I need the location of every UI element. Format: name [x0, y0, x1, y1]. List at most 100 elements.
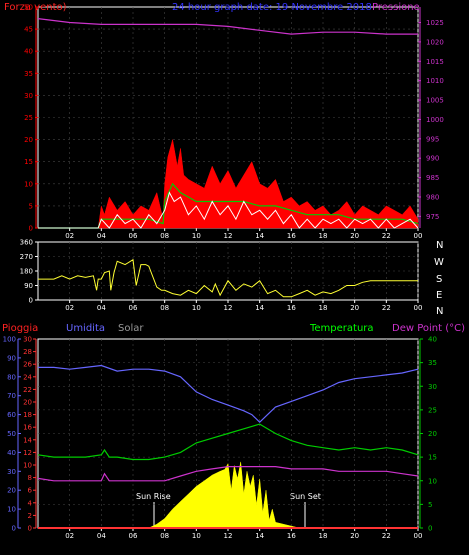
direction-label-n-top: N: [436, 240, 443, 251]
x-tick-label: 04: [97, 304, 106, 312]
rain-tick-label: 30: [23, 336, 32, 344]
humidity-tick-label: 70: [7, 392, 16, 400]
x-tick-label: 02: [65, 232, 74, 240]
y-tick-label: 270: [20, 253, 33, 261]
rain-tick-label: 22: [23, 386, 32, 394]
x-tick-label: 02: [65, 304, 74, 312]
y-left-tick-label: 30: [24, 92, 33, 100]
x-tick-label: 14: [255, 532, 264, 540]
y-right-tick-label: 995: [426, 135, 439, 143]
direction-label-e: E: [436, 290, 442, 301]
humidity-tick-label: 80: [7, 373, 16, 381]
y-left-tick-label: 10: [24, 180, 33, 188]
solar-label: Solar: [118, 323, 144, 334]
y-left-tick-label: 50: [24, 4, 33, 12]
temperature-tick-label: 15: [428, 454, 437, 462]
rain-tick-label: 2: [28, 512, 32, 520]
rain-tick-label: 4: [28, 499, 33, 507]
temperature-tick-label: 5: [428, 501, 432, 509]
x-tick-label: 10: [192, 232, 201, 240]
rain-label: Pioggia: [2, 323, 38, 334]
x-tick-label: 10: [192, 532, 201, 540]
y-right-tick-label: 1015: [426, 58, 444, 66]
temperature-line: [37, 423, 419, 461]
y-right-tick-label: 1025: [426, 19, 444, 27]
humidity-tick-label: 40: [7, 449, 16, 457]
y-left-tick-label: 45: [24, 26, 33, 34]
temperature-tick-label: 20: [428, 430, 437, 438]
direction-label-n-bottom: N: [436, 306, 443, 317]
chart-marks: 0510152025303540455097598098599099510001…: [3, 4, 444, 541]
rain-tick-label: 18: [23, 411, 32, 419]
x-tick-label: 20: [350, 532, 359, 540]
x-tick-label: 20: [350, 304, 359, 312]
temperature-label: Temperatura: [309, 323, 374, 334]
y-tick-label: 0: [29, 297, 33, 305]
solar-area: [148, 461, 300, 529]
humidity-tick-label: 0: [12, 525, 16, 533]
direction-label-w: W: [434, 257, 444, 268]
temperature-tick-label: 10: [428, 477, 437, 485]
y-right-tick-label: 1000: [426, 116, 444, 124]
x-tick-label: 22: [382, 232, 391, 240]
y-right-tick-label: 980: [426, 193, 439, 201]
rain-tick-label: 26: [23, 361, 32, 369]
y-left-tick-label: 5: [29, 202, 33, 210]
x-tick-label: 04: [97, 532, 106, 540]
x-tick-label: 16: [287, 532, 296, 540]
y-left-tick-label: 40: [24, 48, 33, 56]
y-right-tick-label: 975: [426, 213, 439, 221]
humidity-tick-label: 30: [7, 468, 16, 476]
temperature-tick-label: 40: [428, 336, 437, 344]
x-tick-label: 14: [255, 304, 264, 312]
x-tick-label: 12: [224, 304, 233, 312]
y-right-tick-label: 1005: [426, 97, 444, 105]
y-right-tick-label: 990: [426, 155, 439, 163]
direction-label-s: S: [436, 274, 442, 285]
y-left-tick-label: 25: [24, 114, 33, 122]
rain-tick-label: 12: [23, 449, 32, 457]
x-tick-label: 04: [97, 232, 106, 240]
temperature-tick-label: 25: [428, 406, 437, 414]
y-left-tick-label: 20: [24, 136, 33, 144]
x-tick-label: 02: [65, 532, 74, 540]
x-tick-label: 06: [129, 232, 138, 240]
y-tick-label: 90: [24, 282, 33, 290]
humidity-label: Umidita: [66, 323, 105, 334]
x-tick-label: 20: [350, 232, 359, 240]
humidity-tick-label: 10: [7, 506, 16, 514]
rain-tick-label: 16: [23, 424, 32, 432]
temperature-tick-label: 30: [428, 383, 437, 391]
x-tick-label: 00: [414, 232, 423, 240]
x-tick-label: 06: [129, 532, 138, 540]
rain-tick-label: 14: [23, 436, 32, 444]
x-tick-label: 16: [287, 232, 296, 240]
x-tick-label: 10: [192, 304, 201, 312]
x-tick-label: 00: [414, 532, 423, 540]
temperature-tick-label: 35: [428, 359, 437, 367]
rain-tick-label: 28: [23, 348, 32, 356]
x-tick-label: 00: [414, 304, 423, 312]
x-tick-label: 18: [319, 232, 328, 240]
dew-point-line: [37, 466, 419, 482]
y-tick-label: 360: [20, 239, 33, 247]
y-tick-label: 180: [20, 268, 33, 276]
humidity-line: [38, 364, 419, 424]
temperature-tick-label: 0: [428, 525, 432, 533]
wind-avg-line: [38, 182, 419, 229]
x-tick-label: 08: [160, 532, 169, 540]
humidity-tick-label: 50: [7, 430, 16, 438]
y-left-tick-label: 35: [24, 70, 33, 78]
rain-tick-label: 8: [28, 474, 32, 482]
x-tick-label: 08: [160, 232, 169, 240]
dew-point-label: Dew Point (°C): [392, 323, 465, 334]
wind-speed-line: [38, 191, 419, 229]
y-right-tick-label: 985: [426, 174, 439, 182]
wind-gust-area: [38, 139, 419, 229]
sunrise-label: Sun Rise: [136, 492, 171, 501]
x-tick-label: 12: [224, 532, 233, 540]
humidity-tick-label: 100: [3, 336, 16, 344]
rain-tick-label: 10: [23, 462, 32, 470]
chart-title: 24 hour graph date: 19 Novembre 2018: [172, 2, 372, 13]
